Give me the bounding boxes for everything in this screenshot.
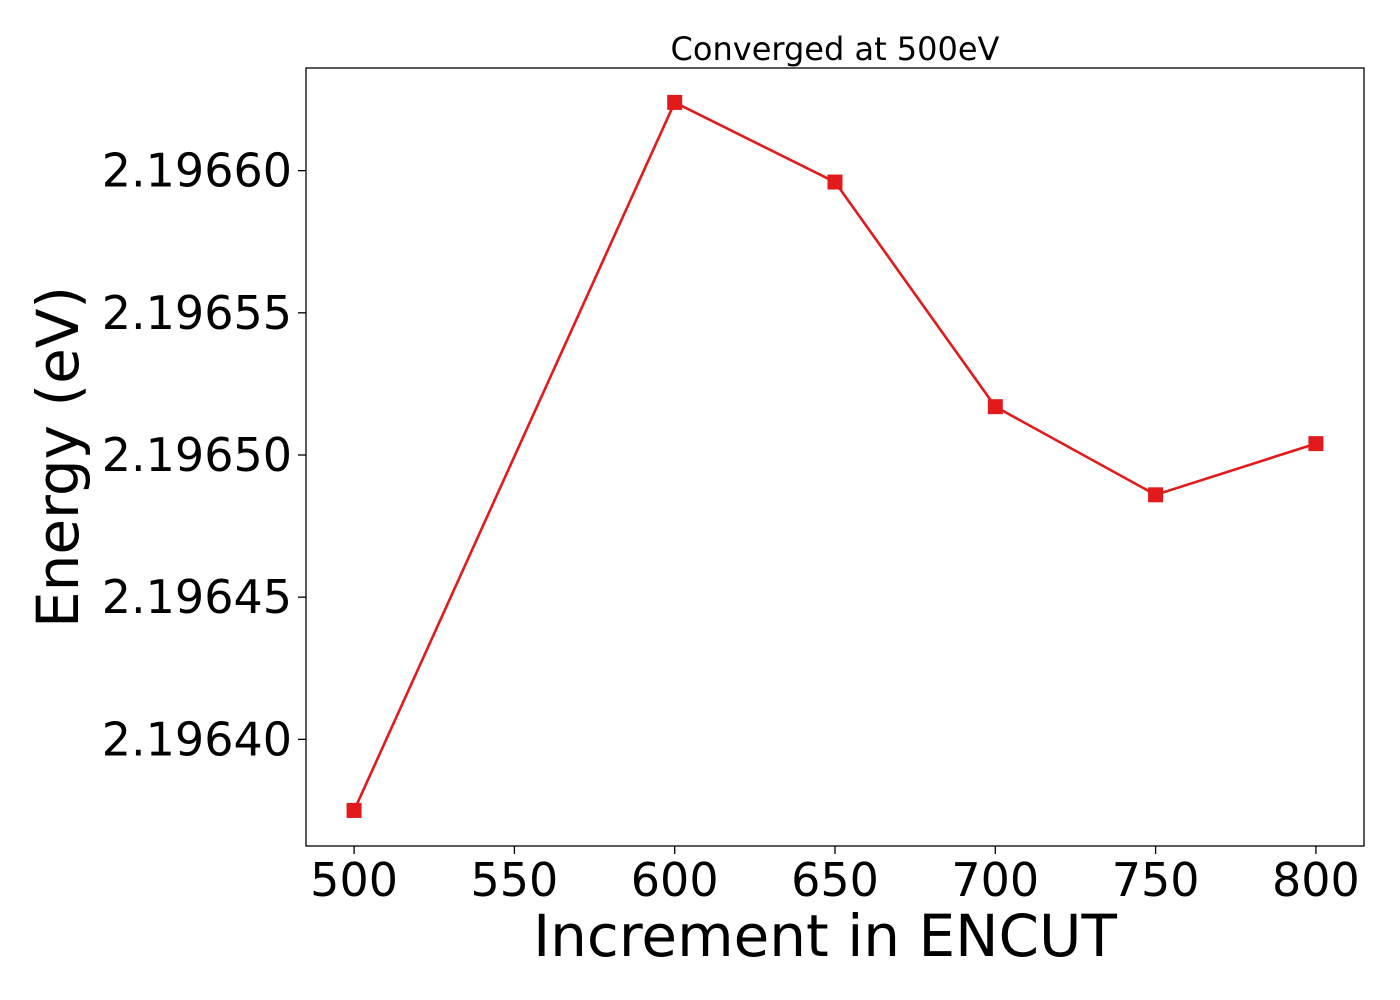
y-tick-label: 2.19650 <box>102 428 292 482</box>
x-tick-label: 550 <box>470 853 558 907</box>
data-point-marker <box>667 94 683 110</box>
x-tick-label: 750 <box>1112 853 1200 907</box>
plot-area-frame <box>305 67 1365 847</box>
y-tick-label: 2.19660 <box>102 144 292 198</box>
chart-title: Converged at 500eV <box>671 30 1000 68</box>
y-axis-title: Energy (eV) <box>24 286 92 628</box>
x-tick-label: 600 <box>631 853 719 907</box>
x-tick-label: 650 <box>791 853 879 907</box>
data-point-marker <box>1148 487 1164 503</box>
y-tick-label: 2.19640 <box>102 712 292 766</box>
data-point-marker <box>827 174 843 190</box>
data-point-marker <box>1308 436 1324 452</box>
x-tick-label: 500 <box>310 853 398 907</box>
x-axis-title: Increment in ENCUT <box>533 902 1117 970</box>
y-tick-label: 2.19645 <box>102 570 292 624</box>
series-layer <box>346 94 1324 818</box>
data-point-marker <box>987 399 1003 415</box>
y-tick-label: 2.19655 <box>102 286 292 340</box>
data-point-marker <box>346 802 362 818</box>
y-axis-ticks: 2.19640 2.19645 2.19650 2.19655 2.19660 <box>102 144 306 766</box>
x-tick-label: 800 <box>1272 853 1360 907</box>
x-tick-label: 700 <box>951 853 1039 907</box>
x-axis-ticks: 500 550 600 650 700 750 800 <box>310 846 1360 907</box>
series-line <box>352 101 1317 811</box>
